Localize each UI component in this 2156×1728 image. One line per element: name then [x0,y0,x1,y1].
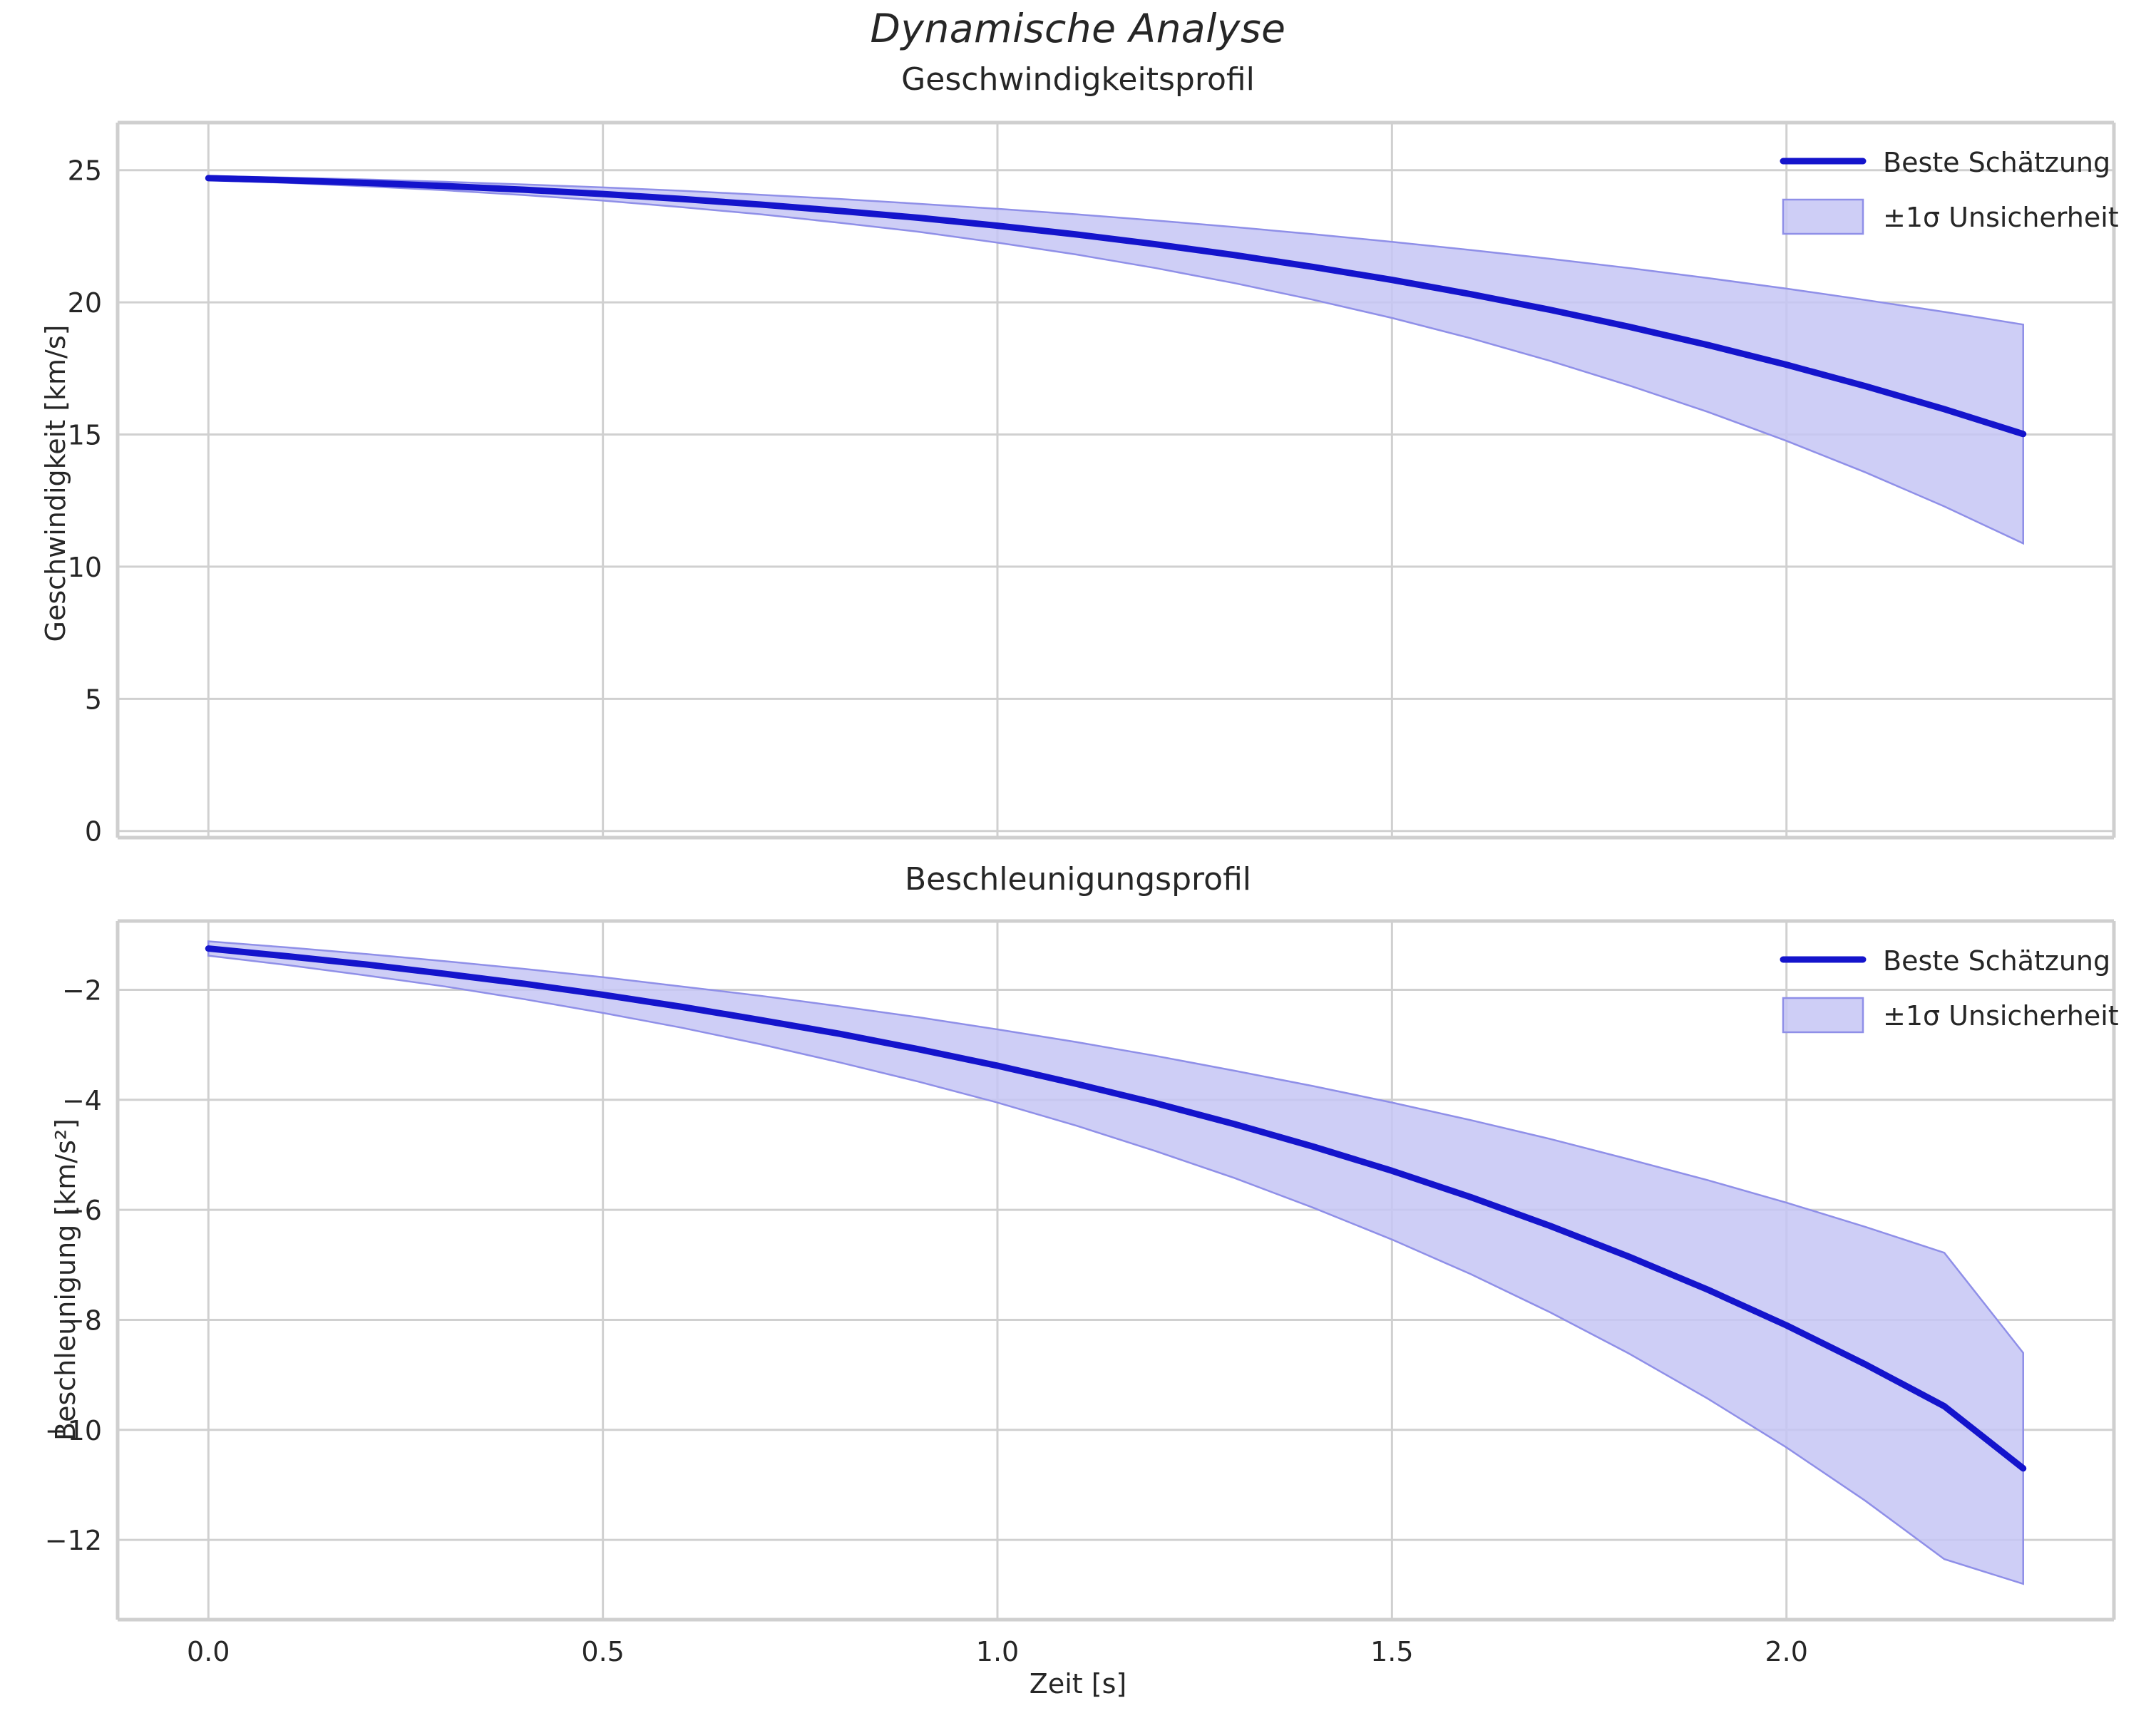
y-tick-label: 15 [68,420,102,451]
y-tick-label: −10 [45,1415,102,1446]
legend-band-swatch [1782,198,1864,235]
y-tick-label: −6 [62,1195,102,1226]
legend-band-swatch [1782,997,1864,1034]
acceleration-plot: −2 −4 −6 −8 −10 −12 0.0 0.5 1.0 1.5 2.0 Beste Schät… [45,919,2119,1667]
y-tick-label: 20 [68,287,102,319]
legend-label-best-estimate: Beste Schätzung [1883,945,2110,977]
best-estimate-line [205,945,2027,1472]
x-tick-label: 1.5 [1370,1636,1413,1667]
x-tick-label: 0.0 [187,1636,230,1667]
y-tick-label: 0 [85,816,102,848]
legend-label-uncertainty: ±1σ Unsicherheit [1883,1000,2119,1032]
best-estimate-line [205,175,2027,438]
y-tick-label: 5 [85,684,102,715]
x-tick-label: 0.5 [581,1636,624,1667]
x-tick-label: 2.0 [1765,1636,1807,1667]
velocity-plot: 0 5 10 15 20 25 Beste Schätzung ±1σ Unsicherhei… [68,120,2119,848]
y-tick-label: 25 [68,155,102,187]
x-tick-label: 1.0 [976,1636,1019,1667]
figure-suptitle: Dynamische Analyse [870,6,1286,51]
y-tick-label: 10 [68,552,102,583]
uncertainty-band [207,175,2024,545]
legend-label-best-estimate: Beste Schätzung [1883,147,2110,178]
y-tick-label: −8 [62,1305,102,1336]
legend[interactable]: Beste Schätzung ±1σ Unsicherheit [1780,147,2119,235]
shared-x-axis-label: Zeit [s] [1029,1668,1127,1699]
y-tick-label: −4 [62,1085,102,1116]
acceleration-subplot-title: Beschleunigungsprofil [904,861,1252,898]
uncertainty-band [207,940,2024,1585]
legend-label-uncertainty: ±1σ Unsicherheit [1883,202,2119,233]
y-tick-label: −12 [45,1525,102,1556]
y-tick-label: −2 [62,974,102,1006]
legend[interactable]: Beste Schätzung ±1σ Unsicherheit [1780,945,2119,1034]
velocity-subplot-title: Geschwindigkeitsprofil [901,61,1255,98]
